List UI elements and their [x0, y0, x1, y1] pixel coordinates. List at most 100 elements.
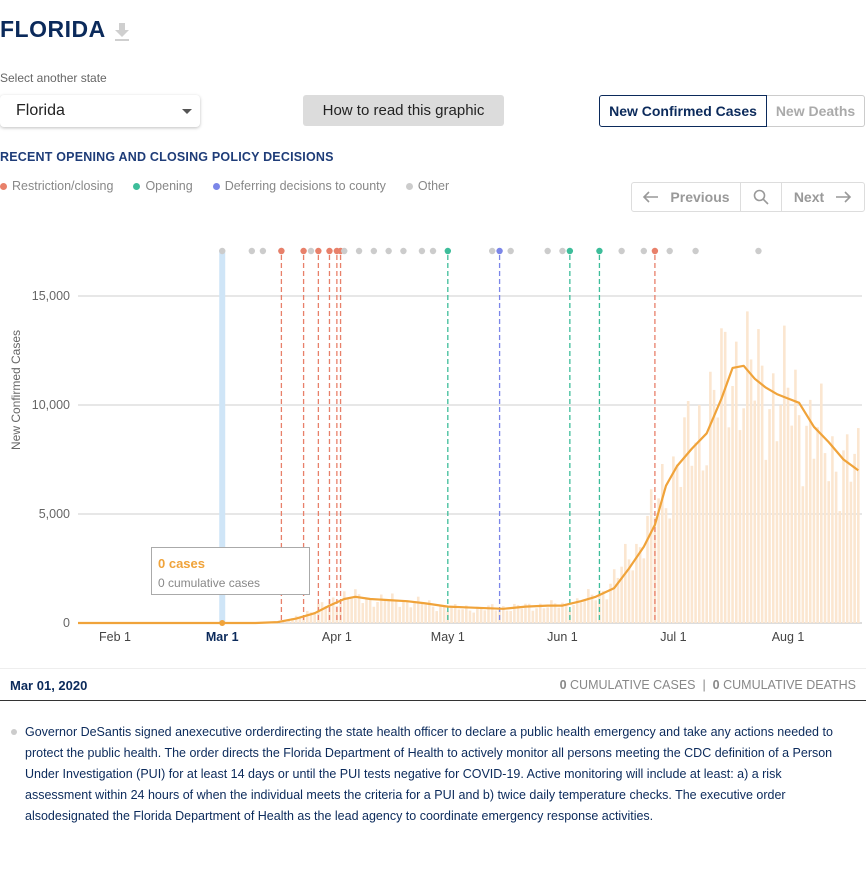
- metric-toggle: New Confirmed Cases New Deaths: [599, 95, 865, 127]
- daily-bar: [335, 606, 339, 623]
- previous-button[interactable]: Previous: [632, 183, 741, 211]
- event-dot-other[interactable]: [385, 247, 392, 255]
- daily-bar: [513, 603, 516, 623]
- daily-bar: [668, 518, 671, 623]
- how-to-read-button[interactable]: How to read this graphic: [303, 95, 504, 126]
- event-dot-other[interactable]: [307, 247, 315, 255]
- daily-bar: [435, 611, 439, 623]
- download-icon[interactable]: [112, 21, 132, 43]
- event-dot-restriction[interactable]: [278, 247, 285, 255]
- daily-bar: [620, 566, 623, 623]
- arrow-left-icon: [643, 191, 659, 203]
- daily-bar: [354, 589, 357, 623]
- selected-point: [219, 620, 226, 626]
- daily-bar: [842, 450, 845, 623]
- event-dot-other[interactable]: [755, 247, 762, 255]
- event-dot-other[interactable]: [429, 247, 437, 255]
- event-dot-restriction[interactable]: [651, 247, 659, 255]
- daily-bar: [531, 610, 535, 623]
- daily-bar: [827, 481, 831, 623]
- event-dot-other[interactable]: [341, 247, 348, 255]
- event-dot-opening[interactable]: [596, 247, 603, 255]
- daily-bar: [612, 569, 616, 623]
- daily-bar: [831, 436, 834, 623]
- trend-line: [78, 364, 859, 626]
- legend-label: Deferring decisions to county: [224, 179, 386, 193]
- next-label: Next: [793, 189, 825, 205]
- cumulative-cases-label: CUMULATIVE CASES: [570, 678, 696, 692]
- tooltip-cases: 0 cases: [158, 556, 205, 571]
- daily-bar: [465, 605, 468, 623]
- daily-bar: [524, 603, 527, 623]
- hover-tooltip: 0 cases 0 cumulative cases: [151, 547, 310, 595]
- daily-bar: [579, 602, 583, 623]
- trend-line-path: [78, 364, 859, 625]
- daily-bar: [605, 599, 609, 623]
- daily-bar: [746, 311, 749, 623]
- event-dot-other[interactable]: [559, 247, 566, 255]
- new-confirmed-cases-tab[interactable]: New Confirmed Cases: [599, 95, 767, 127]
- event-dot-other[interactable]: [418, 247, 426, 255]
- event-dot-other[interactable]: [640, 247, 648, 255]
- legend-item-opening: Opening: [133, 179, 193, 193]
- event-dot-opening[interactable]: [444, 247, 452, 255]
- daily-bar: [527, 603, 531, 623]
- event-dot-other[interactable]: [488, 247, 496, 255]
- daily-bar: [716, 417, 720, 623]
- daily-bar: [675, 464, 679, 623]
- daily-bar: [635, 543, 638, 623]
- daily-bar: [490, 604, 494, 623]
- daily-bars: [254, 311, 860, 623]
- cases-chart[interactable]: 0 5,000 10,000 15,000 Feb 1 Mar 1 Apr 1 May 1 Ju…: [0, 235, 866, 655]
- event-dot-restriction[interactable]: [326, 247, 333, 255]
- event-dot-other[interactable]: [219, 247, 226, 255]
- selected-date-highlight: [219, 250, 226, 623]
- event-dot-other[interactable]: [618, 247, 625, 255]
- event-dot-opening[interactable]: [566, 247, 574, 255]
- event-dot-other[interactable]: [507, 247, 514, 255]
- search-icon: [753, 189, 769, 205]
- new-deaths-tab[interactable]: New Deaths: [767, 95, 865, 127]
- daily-bar: [416, 596, 420, 623]
- event-dot-other[interactable]: [259, 247, 267, 255]
- next-button[interactable]: Next: [782, 183, 864, 211]
- search-button[interactable]: [741, 183, 782, 211]
- daily-bar: [346, 597, 350, 623]
- event-dot-other[interactable]: [248, 247, 256, 255]
- event-dot-deferring[interactable]: [496, 247, 503, 255]
- daily-bar: [834, 471, 838, 623]
- event-dot-other[interactable]: [355, 247, 363, 255]
- event-dot-other[interactable]: [400, 247, 407, 255]
- x-tick-label: Jul 1: [660, 630, 686, 644]
- daily-bar: [627, 559, 631, 623]
- daily-bar: [457, 609, 461, 623]
- daily-bar: [646, 515, 649, 623]
- daily-bar: [845, 434, 849, 623]
- event-dot-other[interactable]: [370, 247, 378, 255]
- x-tick-label: Aug 1: [772, 630, 805, 644]
- restriction-dot-icon: [0, 182, 7, 190]
- daily-bar: [638, 547, 642, 623]
- state-select[interactable]: Florida: [0, 95, 200, 127]
- daily-bar: [309, 612, 313, 623]
- daily-bar: [598, 590, 601, 623]
- event-dot-other[interactable]: [666, 247, 673, 255]
- daily-bar: [561, 602, 564, 623]
- daily-bar: [476, 606, 479, 623]
- daily-bar: [749, 359, 753, 623]
- event-dot-other[interactable]: [692, 247, 699, 255]
- daily-bar: [428, 600, 431, 623]
- event-navigation: Previous Next: [631, 182, 865, 212]
- daily-bar: [786, 387, 790, 623]
- daily-bar: [775, 441, 779, 623]
- event-dot-other[interactable]: [544, 247, 551, 255]
- event-dot-restriction[interactable]: [315, 247, 322, 255]
- daily-bar: [697, 404, 701, 623]
- daily-bar: [313, 612, 316, 623]
- policy-description: Governor DeSantis signed anexecutive ord…: [25, 725, 833, 823]
- daily-bar: [287, 620, 291, 623]
- daily-bar: [672, 456, 675, 623]
- daily-bar: [520, 608, 524, 623]
- event-dot-restriction[interactable]: [300, 247, 307, 255]
- daily-bar: [387, 600, 390, 623]
